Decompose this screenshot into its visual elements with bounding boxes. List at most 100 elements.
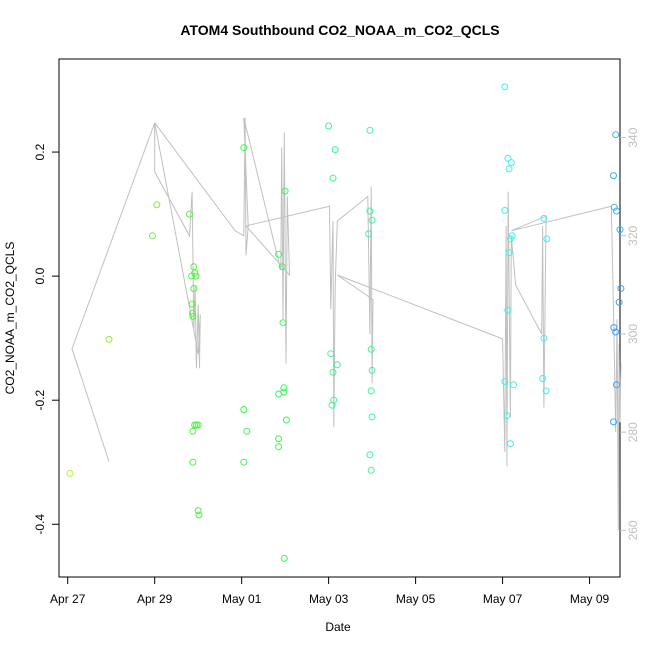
- data-point: [189, 309, 196, 317]
- data-point: [333, 361, 341, 369]
- x-tick-label: Apr 27: [50, 592, 86, 606]
- data-point: [275, 250, 283, 258]
- data-point: [501, 83, 509, 91]
- data-point: [616, 226, 624, 234]
- data-point: [368, 366, 376, 374]
- data-point: [192, 272, 200, 280]
- data-point: [507, 159, 515, 167]
- x-axis-label: Date: [325, 620, 351, 634]
- x-tick-label: May 09: [570, 592, 610, 606]
- data-point: [503, 412, 511, 420]
- x-tick-label: May 05: [396, 592, 436, 606]
- y-axis-label: CO2_NOAA_m_CO2_QCLS: [3, 242, 17, 395]
- y2-tick-label: 320: [626, 225, 640, 245]
- y-tick-label: 0.0: [33, 267, 47, 284]
- data-point: [280, 384, 288, 392]
- data-point: [281, 187, 289, 195]
- data-point: [325, 122, 333, 130]
- altitude-trace-layer: [71, 117, 622, 531]
- chart-title: ATOM4 Southbound CO2_NOAA_m_CO2_QCLS: [180, 22, 499, 38]
- data-point: [105, 335, 113, 343]
- data-point: [240, 144, 248, 152]
- data-point: [612, 131, 620, 139]
- y-tick-label: -0.2: [33, 390, 47, 411]
- data-point: [280, 554, 288, 562]
- data-point: [504, 154, 512, 162]
- data-point: [186, 210, 193, 218]
- data-point: [501, 206, 509, 214]
- data-point: [240, 406, 248, 413]
- data-point: [506, 440, 514, 448]
- data-point: [280, 388, 288, 396]
- data-point: [367, 387, 375, 395]
- data-point: [612, 328, 620, 336]
- x-tick-label: May 03: [309, 592, 349, 606]
- data-point: [510, 381, 517, 389]
- data-point: [194, 507, 202, 515]
- data-point: [66, 469, 74, 477]
- data-point: [189, 427, 197, 435]
- plot-frame: [58, 58, 621, 578]
- data-point: [543, 235, 551, 243]
- data-point: [368, 413, 376, 421]
- data-point: [610, 418, 617, 426]
- data-point: [505, 165, 513, 173]
- data-point: [368, 216, 376, 224]
- data-point: [327, 350, 335, 358]
- y2-tick-label: 260: [626, 520, 640, 540]
- data-point: [329, 368, 337, 376]
- data-point: [610, 203, 618, 211]
- data-point: [367, 466, 375, 474]
- y2-tick-label: 280: [626, 422, 640, 442]
- y2-tick-label: 300: [626, 324, 640, 344]
- data-point: [610, 324, 618, 332]
- data-point: [366, 451, 374, 459]
- data-point: [278, 263, 286, 271]
- data-point: [328, 401, 336, 409]
- x-tick-label: Apr 29: [137, 592, 173, 606]
- scatter-points-layer: [66, 83, 625, 562]
- data-point: [329, 174, 337, 182]
- data-point: [613, 207, 620, 215]
- data-point: [540, 214, 548, 222]
- data-point: [189, 312, 197, 320]
- data-point: [615, 298, 623, 306]
- data-point: [330, 396, 338, 404]
- data-point: [366, 207, 374, 215]
- data-point: [194, 421, 202, 429]
- data-point: [367, 345, 375, 353]
- data-point: [195, 511, 203, 519]
- x-tick-label: May 07: [483, 592, 523, 606]
- data-point: [190, 285, 198, 292]
- data-point: [506, 235, 514, 243]
- data-point: [190, 263, 198, 271]
- data-point: [613, 381, 620, 389]
- data-point: [365, 230, 373, 238]
- y-tick-label: 0.2: [33, 143, 47, 160]
- y2-tick-label: 340: [626, 127, 640, 147]
- data-point: [282, 416, 290, 424]
- data-point: [617, 285, 625, 292]
- altitude-trace-line: [71, 117, 622, 531]
- x-axis: Apr 27 Apr 29 May 01 May 03 May 05 May 07 May …: [50, 576, 610, 606]
- data-point: [275, 435, 283, 443]
- data-point: [149, 232, 156, 240]
- data-point: [240, 458, 248, 466]
- data-point: [501, 378, 509, 386]
- data-point: [188, 300, 196, 308]
- data-point: [189, 458, 197, 466]
- y2-axis: 260 280 300 320 340: [620, 127, 640, 540]
- data-point: [504, 306, 512, 314]
- data-point: [610, 172, 617, 180]
- data-point: [540, 334, 548, 342]
- data-point: [331, 146, 339, 154]
- y-tick-label: -0.4: [33, 514, 47, 535]
- data-point: [275, 443, 283, 451]
- data-point: [505, 249, 513, 257]
- data-point: [539, 375, 547, 382]
- data-point: [279, 319, 287, 327]
- y-axis: -0.4 -0.2 0.0 0.2: [33, 143, 60, 535]
- x-tick-label: May 01: [222, 592, 262, 606]
- data-point: [191, 269, 199, 277]
